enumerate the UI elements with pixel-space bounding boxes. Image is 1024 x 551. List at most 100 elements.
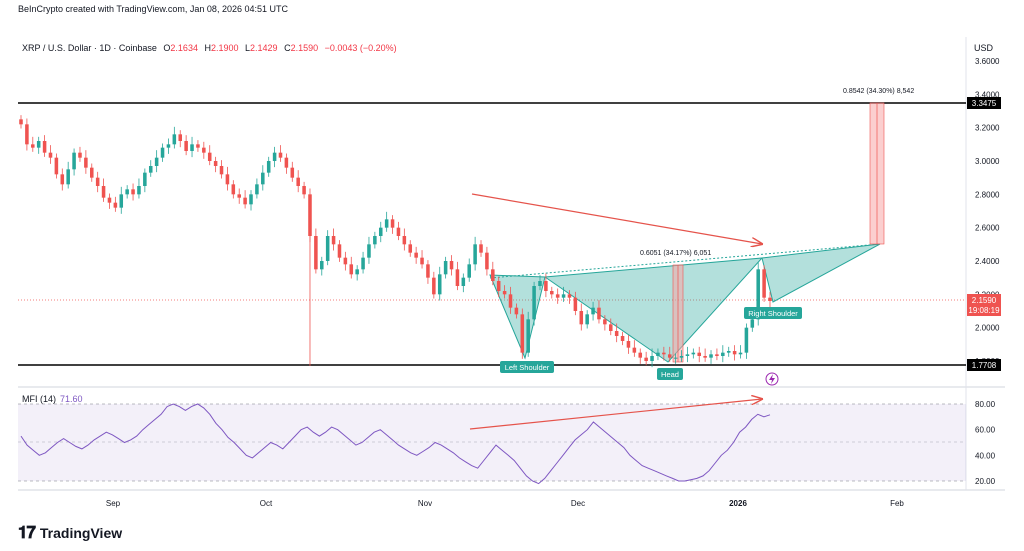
mfi-trend-arrow[interactable] <box>469 399 762 430</box>
candle-body <box>166 144 171 148</box>
candle-body <box>473 244 477 265</box>
candle-body <box>202 147 206 153</box>
head-tag[interactable] <box>657 368 683 380</box>
candle-body <box>715 354 719 356</box>
candle-body <box>290 167 295 178</box>
candle-body <box>213 161 218 166</box>
symbol-title: XRP / U.S. Dollar · 1D · Coinbase <box>22 43 157 53</box>
head-pattern[interactable] <box>543 257 764 363</box>
left-shoulder-tag[interactable] <box>500 361 554 373</box>
candle-body <box>396 227 401 236</box>
candle-body <box>219 166 224 175</box>
low-label: L <box>245 43 251 53</box>
candle-body <box>231 184 236 195</box>
candle-body <box>361 257 365 270</box>
candle-body <box>544 281 548 291</box>
time-tick-label: Dec <box>571 499 585 508</box>
candle-body <box>154 157 159 166</box>
tradingview-logo[interactable]: 𝟏𝟕 TradingView <box>18 523 122 543</box>
candle-body <box>261 172 265 185</box>
candle-body <box>585 314 589 325</box>
candle-body <box>673 357 678 359</box>
candle-body <box>225 174 230 185</box>
symbol-legend[interactable]: XRP / U.S. Dollar · 1D · Coinbase O2.163… <box>22 43 397 53</box>
candle-body <box>148 166 153 173</box>
support-price-text: 1.7708 <box>972 361 997 370</box>
mfi-tick-label: 60.00 <box>975 426 996 435</box>
candle-body <box>302 186 306 195</box>
candle-body <box>178 134 183 141</box>
tradingview-logo-icon: 𝟏𝟕 <box>18 523 36 543</box>
candle-body <box>449 261 454 270</box>
candle-body <box>597 307 601 320</box>
candle-body <box>337 244 342 258</box>
candle-body <box>331 236 336 245</box>
time-tick-label: Nov <box>418 499 432 508</box>
lightning-icon[interactable] <box>765 372 779 386</box>
candle-body <box>320 261 324 270</box>
candle-body <box>656 352 660 356</box>
open-value: 2.1634 <box>170 43 198 53</box>
candle-body <box>48 152 53 158</box>
candle-body <box>491 269 495 281</box>
candle-body <box>603 319 607 325</box>
right-shoulder-pattern[interactable] <box>761 243 881 303</box>
mfi-tick-label: 40.00 <box>975 451 996 460</box>
candle-body <box>325 236 330 261</box>
candle-body <box>550 291 554 295</box>
candle-body <box>461 277 466 286</box>
candle-body <box>131 189 135 195</box>
candle-body <box>378 227 383 236</box>
time-tick-label: Feb <box>890 499 904 508</box>
neckline[interactable] <box>489 243 881 279</box>
candle-body <box>437 274 442 295</box>
candle-body <box>143 172 147 186</box>
candle-body <box>42 141 47 153</box>
right-shoulder-tag[interactable] <box>744 307 802 319</box>
resistance-price-tag <box>967 97 1001 109</box>
mfi-legend[interactable]: MFI (14) 71.60 <box>22 394 83 404</box>
mfi-tick-label: 80.00 <box>975 400 996 409</box>
candle-body <box>626 341 631 348</box>
mfi-line[interactable] <box>20 403 771 485</box>
candle-body <box>25 124 29 145</box>
change-value: −0.0043 (−0.20%) <box>324 43 397 53</box>
price-tick-label: 2.0000 <box>975 324 1000 333</box>
candle-body <box>467 264 471 278</box>
candle-body <box>443 261 448 275</box>
candle-body <box>726 351 731 353</box>
candle-body <box>107 197 112 203</box>
candle-body <box>432 277 436 295</box>
candle-body <box>414 252 418 258</box>
candle-body <box>514 307 519 315</box>
candle-body <box>762 269 766 298</box>
candle-body <box>608 324 613 331</box>
price-tick-label: 2.4000 <box>975 257 1000 266</box>
candle-body <box>420 257 424 265</box>
mfi-axis[interactable]: 80.00 60.00 40.00 20.00 <box>975 400 996 486</box>
close-value: 2.1590 <box>290 43 319 53</box>
price-tick-label: 3.2000 <box>975 124 1000 133</box>
candle-body <box>72 152 76 170</box>
candle-body <box>555 294 560 298</box>
candle-body <box>502 291 507 295</box>
candle-body <box>732 351 737 355</box>
candle-body <box>160 147 165 158</box>
price-trend-arrow[interactable] <box>471 193 762 244</box>
candle-body <box>744 327 749 353</box>
candle-body <box>349 264 354 275</box>
candle-body <box>272 152 277 161</box>
mfi-title: MFI (14) <box>22 394 57 404</box>
mfi-band <box>18 404 966 481</box>
candle-body <box>573 297 578 311</box>
candle-body <box>278 152 283 158</box>
candle-body <box>367 244 371 258</box>
head-label: Head <box>661 370 679 379</box>
candle-body <box>78 152 82 158</box>
time-axis[interactable]: Sep Oct Nov Dec 2026 Feb <box>106 499 905 508</box>
candle-body <box>355 269 359 275</box>
candle-body <box>90 167 94 178</box>
candle-body <box>113 202 118 208</box>
candle-body <box>314 236 318 270</box>
